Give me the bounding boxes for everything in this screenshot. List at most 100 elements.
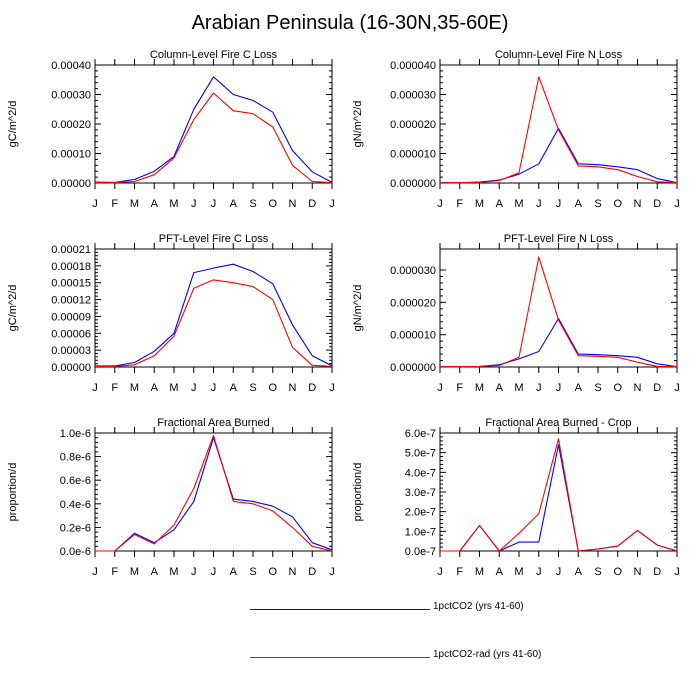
panel-title: Fractional Area Burned <box>157 417 270 429</box>
legend-line-2 <box>250 657 430 658</box>
panel-title: Fractional Area Burned - Crop <box>485 417 631 429</box>
y-tick-label: 0.000010 <box>390 330 436 342</box>
legend-item-1: 1pctCO2 (yrs 41-60) <box>250 601 650 617</box>
x-tick-label: M <box>475 566 484 578</box>
plot-frame <box>439 248 678 368</box>
x-tick-label: M <box>169 198 178 210</box>
x-tick-label: S <box>594 566 601 578</box>
x-tick-label: J <box>329 198 335 210</box>
panel-title: Column-Level Fire C Loss <box>150 49 278 61</box>
y-tick-label: 0.00020 <box>51 119 91 131</box>
x-tick-label: J <box>674 382 680 394</box>
series-line-1pctCO2-rad <box>95 279 333 367</box>
x-tick-label: A <box>496 382 504 394</box>
y-axis-label: gC/m^2/d <box>7 285 19 332</box>
x-tick-label: M <box>475 382 484 394</box>
series-line-1pctCO2-rad <box>94 92 333 184</box>
x-tick-label: S <box>594 198 601 210</box>
x-tick-label: J <box>92 566 98 578</box>
y-tick-label: 0.0e-6 <box>60 546 91 558</box>
x-tick-label: J <box>437 198 443 210</box>
y-tick-label: 0.000020 <box>390 119 436 131</box>
x-tick-label: J <box>536 198 542 210</box>
legend-item-2: 1pctCO2-rad (yrs 41-60) <box>250 649 650 665</box>
x-tick-label: D <box>308 382 316 394</box>
legend-label-2: 1pctCO2-rad (yrs 41-60) <box>433 649 542 660</box>
y-tick-label: 0.000030 <box>390 90 436 102</box>
x-tick-label: D <box>308 198 316 210</box>
series-line-1pctCO2 <box>440 127 678 184</box>
x-tick-label: A <box>151 382 159 394</box>
y-tick-label: 0.00015 <box>51 278 91 290</box>
y-tick-label: 0.00000 <box>51 178 91 190</box>
y-tick-label: 0.00030 <box>51 90 91 102</box>
series-line-1pctCO2 <box>95 437 333 552</box>
x-tick-label: M <box>514 198 523 210</box>
x-tick-label: J <box>191 566 197 578</box>
panel-1: Column-Level Fire C Loss gC/m^2/d 0.00000 0… <box>7 49 335 210</box>
x-tick-label: J <box>211 382 217 394</box>
y-tick-label: 0.4e-6 <box>60 499 91 511</box>
y-tick-label: 0.00010 <box>51 149 91 161</box>
y-axis-label: proportion/d <box>7 463 19 522</box>
x-tick-label: F <box>456 566 463 578</box>
x-tick-label: J <box>556 198 562 210</box>
y-tick-label: 4.0e-7 <box>405 467 436 479</box>
x-tick-label: N <box>289 198 297 210</box>
panel-5: Fractional Area Burned proportion/d 0.0e-6… <box>7 417 335 578</box>
series-line-1pctCO2 <box>94 76 333 183</box>
y-tick-label: 3.0e-7 <box>405 487 436 499</box>
x-tick-label: J <box>437 382 443 394</box>
y-axis-label: gC/m^2/d <box>7 101 19 148</box>
y-tick-label: 0.2e-6 <box>60 522 91 534</box>
y-tick-label: 0.000040 <box>390 60 436 72</box>
y-axis-label: proportion/d <box>352 463 364 522</box>
panel-3: PFT-Level Fire C Loss gC/m^2/d 0.00000 0.00… <box>7 233 335 394</box>
series-line-1pctCO2 <box>440 444 678 552</box>
figure-title: Arabian Peninsula (16-30N,35-60E) <box>191 12 509 34</box>
y-tick-label: 0.00012 <box>51 295 91 307</box>
panel-title: PFT-Level Fire C Loss <box>159 233 269 245</box>
panel-title: Column-Level Fire N Loss <box>495 49 623 61</box>
x-tick-label: D <box>308 566 316 578</box>
panel-2: Column-Level Fire N Loss gN/m^2/d 0.000000… <box>352 49 680 210</box>
x-tick-label: J <box>191 382 197 394</box>
x-tick-label: J <box>191 198 197 210</box>
y-tick-label: 0.000000 <box>390 178 436 190</box>
x-tick-label: N <box>634 382 642 394</box>
x-tick-label: A <box>575 566 583 578</box>
y-tick-label: 2.0e-7 <box>405 507 436 519</box>
plot-frame <box>439 64 678 184</box>
y-tick-label: 0.00040 <box>51 60 91 72</box>
y-tick-label: 0.0e-7 <box>405 546 436 558</box>
x-tick-label: J <box>92 198 98 210</box>
series-line-1pctCO2 <box>440 317 678 368</box>
y-tick-label: 0.00009 <box>51 311 91 323</box>
x-tick-label: N <box>634 198 642 210</box>
x-tick-label: M <box>169 566 178 578</box>
x-tick-label: A <box>496 566 504 578</box>
x-tick-label: M <box>514 566 523 578</box>
x-tick-label: O <box>613 198 622 210</box>
x-tick-label: J <box>536 382 542 394</box>
y-tick-label: 0.00003 <box>51 345 91 357</box>
x-tick-label: O <box>268 566 277 578</box>
y-tick-label: 0.000020 <box>390 297 436 309</box>
x-tick-label: S <box>249 382 256 394</box>
x-tick-label: J <box>556 566 562 578</box>
series-line-1pctCO2-rad <box>440 76 678 184</box>
x-tick-label: J <box>92 382 98 394</box>
y-axis-label: gN/m^2/d <box>352 101 364 148</box>
x-tick-label: S <box>249 198 256 210</box>
legend-label-1: 1pctCO2 (yrs 41-60) <box>433 601 524 612</box>
x-tick-label: S <box>594 382 601 394</box>
x-tick-label: M <box>514 382 523 394</box>
x-tick-label: F <box>456 382 463 394</box>
x-tick-label: J <box>536 566 542 578</box>
y-tick-label: 0.8e-6 <box>60 452 91 464</box>
x-tick-label: J <box>329 566 335 578</box>
x-tick-label: D <box>653 198 661 210</box>
x-tick-label: A <box>151 566 159 578</box>
x-tick-label: O <box>613 382 622 394</box>
